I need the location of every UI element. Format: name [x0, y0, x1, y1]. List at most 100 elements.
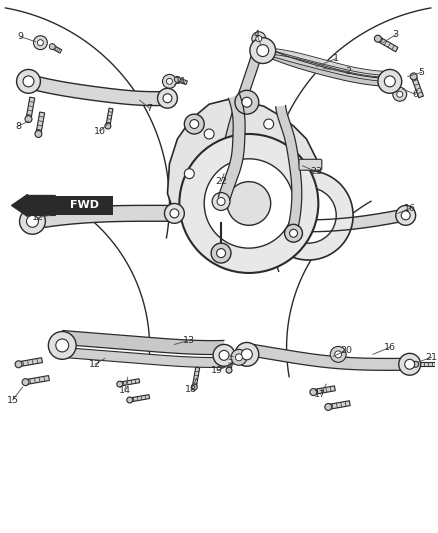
Text: 15: 15: [7, 395, 18, 405]
Circle shape: [33, 36, 47, 50]
Circle shape: [281, 188, 336, 243]
Circle shape: [35, 131, 42, 138]
Text: 9: 9: [18, 32, 24, 41]
Polygon shape: [262, 48, 388, 82]
Polygon shape: [120, 379, 140, 386]
Circle shape: [180, 134, 318, 273]
Circle shape: [219, 350, 229, 360]
Polygon shape: [167, 99, 320, 238]
Polygon shape: [106, 108, 113, 126]
Circle shape: [117, 381, 123, 387]
Polygon shape: [328, 401, 350, 409]
Circle shape: [385, 76, 395, 87]
Circle shape: [165, 204, 184, 223]
Circle shape: [242, 97, 252, 107]
Text: 14: 14: [119, 385, 131, 394]
Polygon shape: [51, 45, 62, 53]
Polygon shape: [36, 112, 45, 134]
Circle shape: [184, 114, 204, 134]
Circle shape: [212, 192, 230, 211]
Circle shape: [396, 205, 416, 225]
Circle shape: [250, 38, 276, 63]
Text: 23: 23: [310, 167, 322, 176]
Circle shape: [410, 73, 417, 80]
Polygon shape: [27, 75, 168, 106]
Circle shape: [166, 78, 173, 84]
Circle shape: [37, 39, 43, 46]
Circle shape: [252, 32, 266, 46]
Polygon shape: [31, 205, 174, 229]
Polygon shape: [411, 76, 424, 98]
Polygon shape: [261, 47, 388, 86]
Circle shape: [217, 248, 226, 257]
Text: FWD: FWD: [70, 200, 99, 211]
Polygon shape: [293, 209, 404, 232]
Circle shape: [25, 116, 32, 123]
Circle shape: [235, 342, 259, 366]
Polygon shape: [62, 330, 224, 354]
Circle shape: [290, 229, 297, 237]
Circle shape: [20, 208, 46, 234]
Polygon shape: [18, 358, 42, 367]
Polygon shape: [246, 343, 408, 370]
Text: 17: 17: [314, 390, 326, 399]
Text: 11: 11: [175, 77, 187, 86]
Circle shape: [397, 91, 403, 97]
Circle shape: [17, 69, 40, 93]
Text: 5: 5: [419, 68, 424, 77]
Polygon shape: [313, 386, 336, 394]
Circle shape: [256, 36, 262, 42]
Text: 22: 22: [215, 177, 227, 186]
Circle shape: [235, 90, 259, 114]
Polygon shape: [218, 94, 245, 200]
Text: 12: 12: [32, 213, 44, 222]
Circle shape: [330, 346, 346, 362]
Text: 16: 16: [384, 343, 396, 352]
Polygon shape: [377, 37, 398, 52]
Text: 20: 20: [340, 346, 352, 355]
Polygon shape: [276, 106, 302, 227]
Circle shape: [191, 384, 197, 390]
Circle shape: [190, 119, 199, 128]
Polygon shape: [263, 47, 388, 77]
Text: 1: 1: [333, 54, 339, 63]
Circle shape: [241, 349, 252, 360]
Circle shape: [170, 209, 179, 218]
Circle shape: [217, 198, 225, 205]
Text: 16: 16: [404, 204, 416, 213]
Circle shape: [378, 69, 402, 93]
Polygon shape: [177, 77, 187, 85]
Circle shape: [184, 169, 194, 179]
Text: 10: 10: [94, 126, 106, 135]
Circle shape: [393, 87, 407, 101]
FancyBboxPatch shape: [55, 196, 113, 215]
Circle shape: [204, 159, 293, 248]
Text: 7: 7: [147, 104, 152, 112]
Circle shape: [48, 332, 76, 359]
Circle shape: [204, 129, 214, 139]
Circle shape: [335, 351, 342, 358]
Text: 2: 2: [345, 67, 351, 76]
Text: 6: 6: [413, 90, 419, 99]
Circle shape: [213, 344, 235, 366]
Circle shape: [236, 354, 242, 361]
FancyArrow shape: [12, 195, 55, 216]
Circle shape: [401, 211, 410, 220]
Text: 21: 21: [425, 353, 438, 362]
Circle shape: [257, 45, 269, 56]
Circle shape: [105, 123, 111, 129]
Circle shape: [399, 353, 420, 375]
Polygon shape: [129, 394, 150, 402]
Polygon shape: [216, 53, 261, 199]
Text: 12: 12: [89, 360, 101, 369]
FancyBboxPatch shape: [299, 159, 322, 170]
Polygon shape: [62, 348, 224, 367]
Circle shape: [49, 44, 55, 50]
Text: 3: 3: [393, 30, 399, 39]
Circle shape: [127, 397, 133, 403]
Circle shape: [325, 403, 332, 410]
Polygon shape: [26, 97, 35, 119]
Circle shape: [162, 75, 177, 88]
Text: 8: 8: [16, 122, 21, 131]
Polygon shape: [192, 367, 200, 387]
